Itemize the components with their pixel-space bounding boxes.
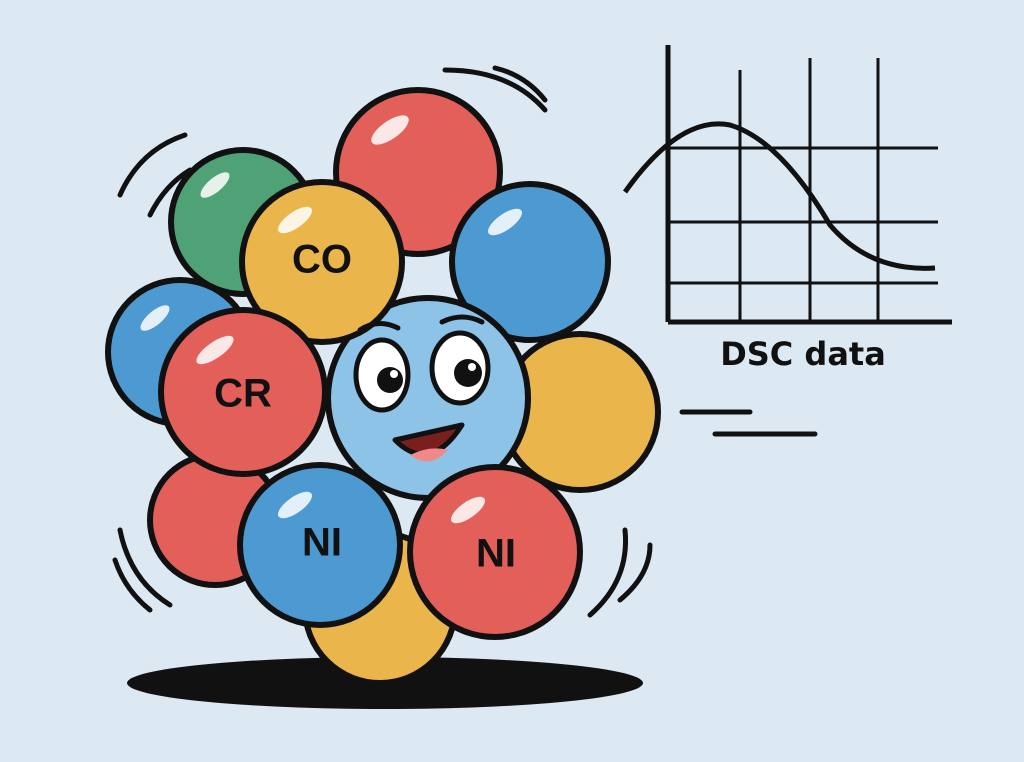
ball xyxy=(407,464,583,640)
graph-label: DSC data xyxy=(720,335,886,373)
face xyxy=(353,314,491,462)
ball xyxy=(449,181,611,343)
dsc-graph xyxy=(622,45,952,325)
molecule: CO CR NI NI xyxy=(105,87,661,686)
ball xyxy=(237,462,403,628)
motion-lines xyxy=(112,65,818,618)
ball-label: NI xyxy=(476,532,516,576)
ball-label: CO xyxy=(292,238,352,282)
ball-label: NI xyxy=(302,521,342,565)
ball-label: CR xyxy=(214,372,272,416)
grid xyxy=(668,58,938,322)
curve xyxy=(622,121,936,271)
